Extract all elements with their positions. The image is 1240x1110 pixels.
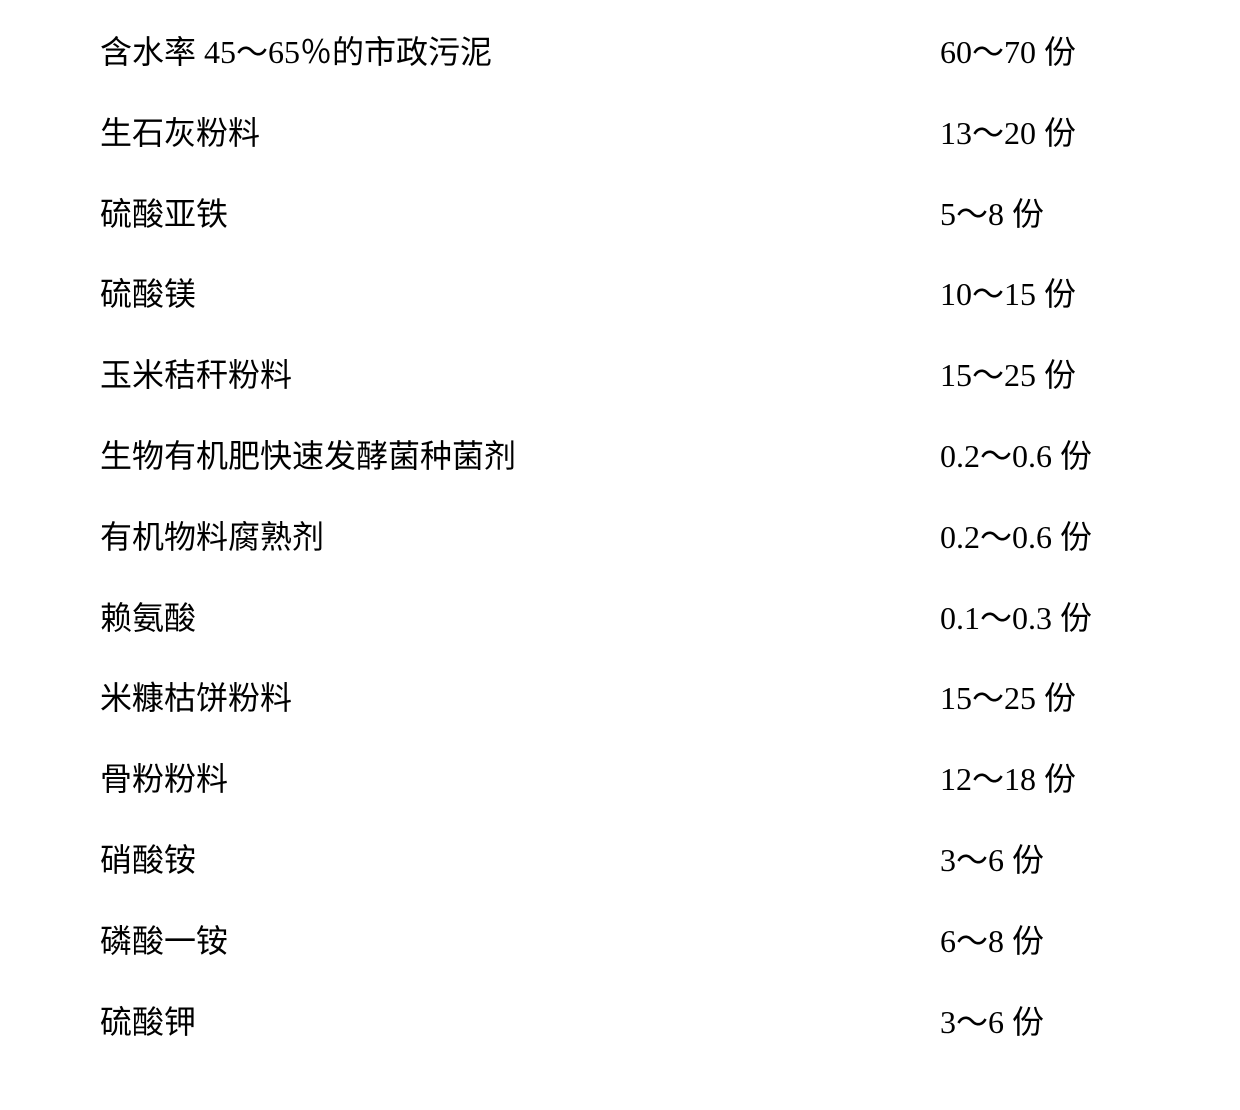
list-item: 米糠枯饼粉料 15～25 份 xyxy=(100,676,1160,721)
ingredient-label: 硫酸镁 xyxy=(100,272,196,317)
ingredient-value: 3～6 份 xyxy=(940,1000,1160,1045)
list-item: 骨粉粉料 12～18 份 xyxy=(100,757,1160,802)
list-item: 有机物料腐熟剂 0.2～0.6 份 xyxy=(100,515,1160,560)
list-item: 磷酸一铵 6～8 份 xyxy=(100,919,1160,964)
ingredient-label: 有机物料腐熟剂 xyxy=(100,515,324,560)
list-item: 生石灰粉料 13～20 份 xyxy=(100,111,1160,156)
ingredient-label: 赖氨酸 xyxy=(100,596,196,641)
ingredient-value: 15～25 份 xyxy=(940,676,1160,721)
list-item: 硫酸钾 3～6 份 xyxy=(100,1000,1160,1045)
list-item: 硫酸镁 10～15 份 xyxy=(100,272,1160,317)
ingredient-value: 0.2～0.6 份 xyxy=(940,434,1160,479)
ingredient-label: 含水率 45～65％的市政污泥 xyxy=(100,30,492,75)
ingredient-value: 0.2～0.6 份 xyxy=(940,515,1160,560)
list-item: 含水率 45～65％的市政污泥 60～70 份 xyxy=(100,30,1160,75)
ingredient-label: 硫酸亚铁 xyxy=(100,192,228,237)
ingredient-label: 生物有机肥快速发酵菌种菌剂 xyxy=(100,434,516,479)
ingredient-value: 15～25 份 xyxy=(940,353,1160,398)
ingredient-list: 含水率 45～65％的市政污泥 60～70 份 生石灰粉料 13～20 份 硫酸… xyxy=(0,0,1240,1110)
ingredient-value: 12～18 份 xyxy=(940,757,1160,802)
ingredient-label: 磷酸一铵 xyxy=(100,919,228,964)
list-item: 硝酸铵 3～6 份 xyxy=(100,838,1160,883)
ingredient-value: 6～8 份 xyxy=(940,919,1160,964)
ingredient-label: 生石灰粉料 xyxy=(100,111,260,156)
ingredient-value: 0.1～0.3 份 xyxy=(940,596,1160,641)
list-item: 生物有机肥快速发酵菌种菌剂 0.2～0.6 份 xyxy=(100,434,1160,479)
list-item: 玉米秸秆粉料 15～25 份 xyxy=(100,353,1160,398)
ingredient-value: 60～70 份 xyxy=(940,30,1160,75)
ingredient-label: 硫酸钾 xyxy=(100,1000,196,1045)
ingredient-value: 3～6 份 xyxy=(940,838,1160,883)
list-item: 赖氨酸 0.1～0.3 份 xyxy=(100,596,1160,641)
ingredient-value: 5～8 份 xyxy=(940,192,1160,237)
ingredient-label: 玉米秸秆粉料 xyxy=(100,353,292,398)
ingredient-label: 硝酸铵 xyxy=(100,838,196,883)
ingredient-label: 骨粉粉料 xyxy=(100,757,228,802)
ingredient-label: 米糠枯饼粉料 xyxy=(100,676,292,721)
ingredient-value: 10～15 份 xyxy=(940,272,1160,317)
ingredient-value: 13～20 份 xyxy=(940,111,1160,156)
list-item: 硫酸亚铁 5～8 份 xyxy=(100,192,1160,237)
